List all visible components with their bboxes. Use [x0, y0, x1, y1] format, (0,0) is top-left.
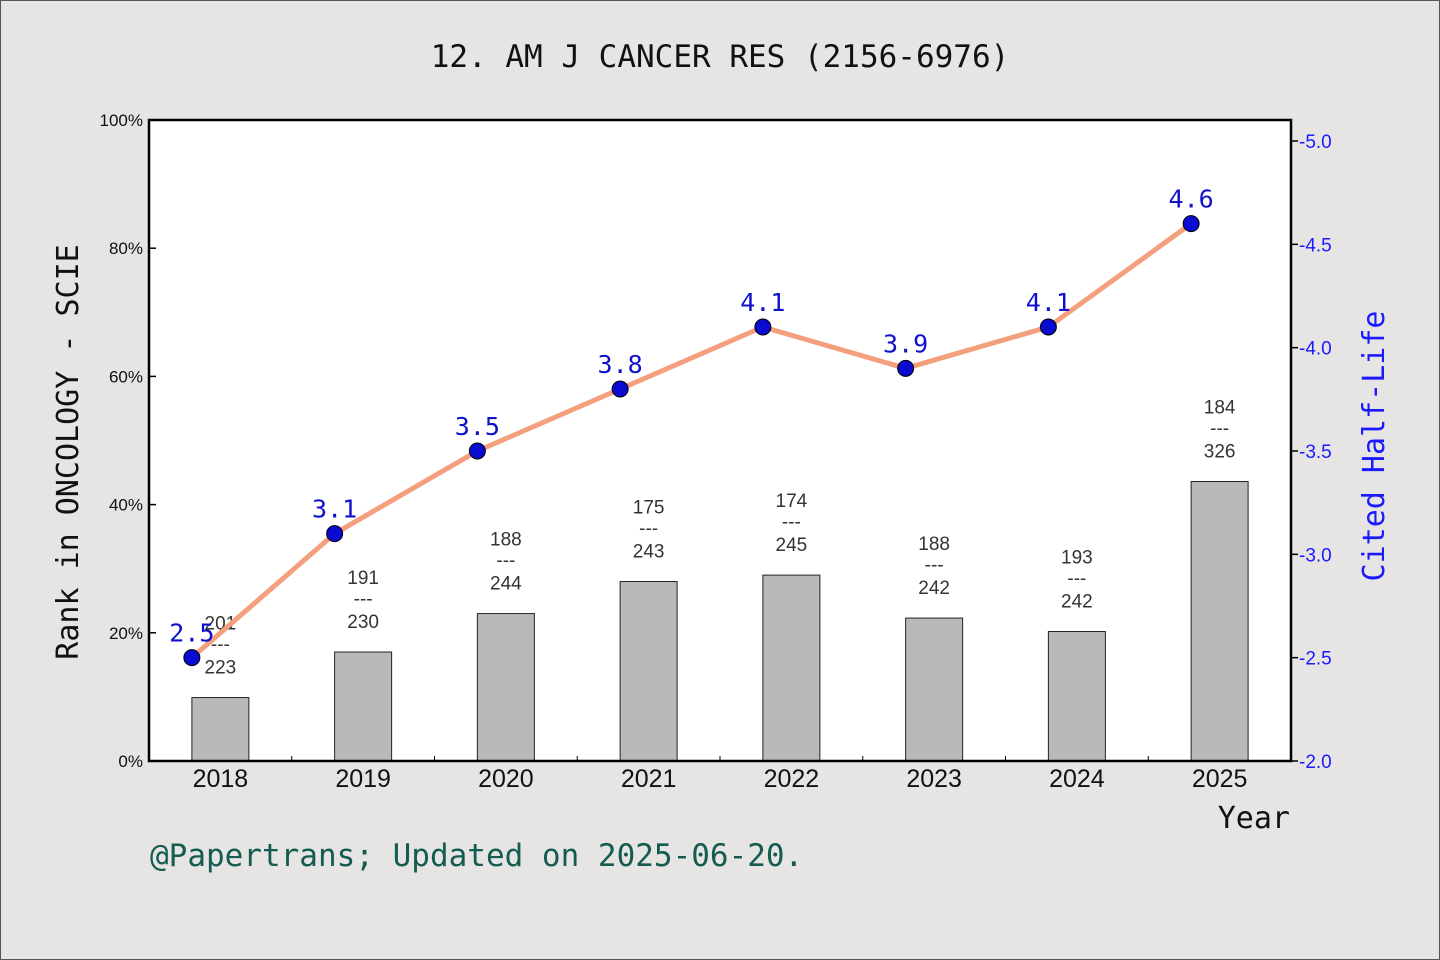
half-life-label-2018: 2.5 [169, 619, 214, 648]
bar-2025 [1190, 481, 1249, 762]
y-tick-label-right: -2.0 [1299, 752, 1332, 773]
rank-label-2021: 175--- 243 [633, 498, 665, 563]
rank-label-2020: 188--- 244 [490, 530, 522, 595]
plot-border [147, 118, 1293, 763]
half-life-label-2024: 4.1 [1026, 288, 1071, 317]
half-life-point-2022 [754, 318, 772, 336]
half-life-point-2025 [1182, 215, 1200, 233]
half-life-label-2021: 3.8 [598, 350, 643, 379]
half-life-label-2019: 3.1 [312, 495, 357, 524]
rank-total: 223 [205, 658, 237, 679]
half-life-point-2021 [611, 380, 629, 398]
y-tick-label-right: -3.0 [1299, 545, 1332, 566]
x-tick-label-2023: 2023 [906, 765, 962, 793]
axes-layer: 0% 20% 40% 60% 80% 100% -2.0 -2.5 -3.0 -3.5 -4.0 -4… [100, 111, 1332, 793]
x-tick-label-2022: 2022 [764, 765, 820, 793]
y-tick-label-right: -5.0 [1299, 132, 1332, 153]
rank-label-2025: 184--- 326 [1204, 398, 1236, 463]
y-tick-label-right: -2.5 [1299, 649, 1332, 670]
rank-labels-layer: 201---223191---230188---244175---243174-… [205, 398, 1236, 679]
rank-label-2022: 174--- 245 [776, 491, 808, 556]
rank-value: 174 [776, 491, 808, 512]
credit-text: @Papertrans; Updated on 2025-06-20. [150, 838, 803, 874]
rank-total: 242 [1061, 592, 1093, 613]
rank-total: 326 [1204, 442, 1236, 463]
half-life-point-2020 [468, 442, 486, 460]
x-tick-label-2020: 2020 [478, 765, 534, 793]
rank-separator: --- [639, 519, 658, 540]
bar-2023 [905, 617, 964, 762]
bar-2018 [191, 697, 250, 762]
half-life-point-2019 [326, 525, 344, 543]
half-life-line [190, 221, 1193, 660]
rank-total: 245 [776, 535, 808, 556]
plot-area [149, 120, 1291, 761]
half-life-line-layer: 2.5 3.1 3.5 3.8 4.1 3.9 4.1 4.6 [169, 185, 1214, 667]
y-tick-label-left: 0% [118, 752, 143, 771]
rank-total: 243 [633, 542, 665, 563]
rank-value: 188 [490, 530, 522, 551]
rank-separator: --- [1210, 419, 1229, 440]
x-tick-label-2019: 2019 [335, 765, 391, 793]
rank-value: 188 [918, 534, 950, 555]
rank-value: 191 [347, 568, 379, 589]
y-tick-label-left: 100% [100, 111, 143, 130]
y-axis-label-right: Cited Half-Life [1357, 311, 1392, 582]
rank-separator: --- [925, 555, 944, 576]
rank-separator: --- [354, 589, 373, 610]
x-tick-label-2018: 2018 [193, 765, 249, 793]
y-tick-label-right: -4.0 [1299, 339, 1332, 360]
y-axis-label-left: Rank in ONCOLOGY - SCIE [51, 244, 86, 659]
y-tick-label-left: 20% [109, 624, 143, 643]
rank-total: 244 [490, 574, 522, 595]
rank-separator: --- [1067, 569, 1086, 590]
y-tick-label-right: -3.5 [1299, 442, 1332, 463]
rank-label-2023: 188--- 242 [918, 534, 950, 599]
rank-total: 242 [918, 578, 950, 599]
half-life-label-2023: 3.9 [883, 329, 928, 358]
x-tick-label-2024: 2024 [1049, 765, 1105, 793]
rank-value: 184 [1204, 398, 1236, 419]
x-tick-label-2025: 2025 [1192, 765, 1248, 793]
rank-separator: --- [782, 512, 801, 533]
x-axis-label: Year [1218, 801, 1290, 836]
bar-2020 [476, 613, 535, 762]
rank-label-2019: 191--- 230 [347, 568, 379, 633]
y-tick-label-left: 40% [109, 496, 143, 515]
rank-separator: --- [496, 551, 515, 572]
half-life-point-2018 [183, 649, 201, 667]
chart-title: 12. AM J CANCER RES (2156-6976) [431, 39, 1010, 75]
half-life-label-2020: 3.5 [455, 412, 500, 441]
rank-value: 193 [1061, 548, 1093, 569]
bar-2019 [334, 651, 393, 762]
rank-label-2024: 193--- 242 [1061, 548, 1093, 613]
half-life-point-2024 [1039, 318, 1057, 336]
bar-2024 [1047, 631, 1106, 762]
rank-total: 230 [347, 612, 379, 633]
y-tick-label-right: -4.5 [1299, 235, 1332, 256]
y-tick-label-left: 60% [109, 367, 143, 386]
y-tick-label-left: 80% [109, 239, 143, 258]
half-life-label-2022: 4.1 [740, 288, 785, 317]
bar-2021 [619, 581, 678, 762]
bar-2022 [762, 574, 821, 762]
x-tick-label-2021: 2021 [621, 765, 677, 793]
rank-value: 175 [633, 498, 665, 519]
half-life-point-2023 [897, 359, 915, 377]
half-life-label-2025: 4.6 [1169, 185, 1214, 214]
